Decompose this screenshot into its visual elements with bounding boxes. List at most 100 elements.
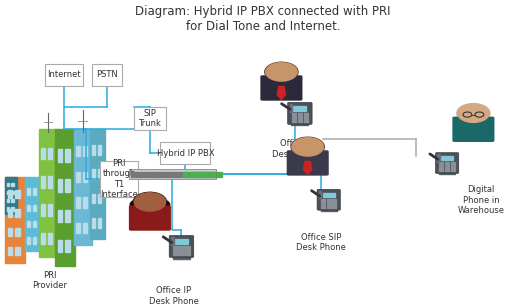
Bar <box>8 190 12 198</box>
FancyBboxPatch shape <box>169 235 194 258</box>
Bar <box>291 113 296 114</box>
Bar <box>33 188 36 195</box>
FancyBboxPatch shape <box>134 107 166 130</box>
Bar <box>92 193 96 203</box>
FancyBboxPatch shape <box>92 64 122 86</box>
Bar <box>65 149 69 162</box>
Bar <box>162 172 165 177</box>
Bar <box>209 172 213 177</box>
Bar <box>173 251 178 252</box>
Bar <box>304 113 308 114</box>
Bar <box>171 237 174 238</box>
Bar <box>171 239 174 240</box>
FancyBboxPatch shape <box>160 142 210 164</box>
Bar <box>11 207 14 211</box>
Bar <box>33 221 36 227</box>
Bar <box>189 172 195 177</box>
Bar <box>65 179 69 192</box>
Bar <box>319 192 321 193</box>
Bar <box>150 172 154 177</box>
Bar <box>186 172 189 177</box>
Bar <box>469 115 478 124</box>
Bar <box>327 204 331 205</box>
Bar <box>319 197 321 198</box>
Bar <box>445 165 449 166</box>
Bar <box>5 177 25 263</box>
Bar <box>179 246 184 248</box>
Bar <box>27 221 31 227</box>
Bar <box>76 146 80 156</box>
Bar <box>451 162 455 164</box>
FancyBboxPatch shape <box>129 169 216 179</box>
Bar <box>319 191 321 192</box>
Bar <box>170 172 173 177</box>
Bar <box>74 129 92 245</box>
Bar <box>27 205 31 211</box>
Bar <box>291 123 308 125</box>
Bar <box>438 154 440 155</box>
Text: PSTN: PSTN <box>96 70 118 79</box>
Bar <box>171 244 174 245</box>
Text: Digital
Phone in
Warehouse: Digital Phone in Warehouse <box>458 185 505 215</box>
Bar <box>451 165 455 166</box>
Text: Hybrid IP PBX: Hybrid IP PBX <box>157 148 214 158</box>
Bar <box>7 183 9 186</box>
Bar <box>321 204 325 205</box>
Bar <box>179 253 184 255</box>
Bar <box>83 172 87 182</box>
Bar <box>205 172 208 177</box>
Bar <box>8 209 12 217</box>
Bar <box>438 157 440 159</box>
Bar <box>11 199 14 203</box>
Bar <box>135 172 138 177</box>
Bar <box>92 145 96 155</box>
Bar <box>289 109 292 110</box>
Text: Internet: Internet <box>47 70 80 79</box>
Bar <box>438 155 440 157</box>
Bar <box>332 199 337 201</box>
Bar <box>58 149 62 162</box>
Circle shape <box>457 103 490 123</box>
Bar <box>8 228 12 236</box>
Bar <box>298 115 302 117</box>
Bar <box>189 172 193 177</box>
FancyBboxPatch shape <box>317 189 340 210</box>
Text: SIP
Trunk: SIP Trunk <box>138 109 161 128</box>
Bar <box>58 240 62 252</box>
Bar <box>7 191 9 194</box>
Circle shape <box>292 138 323 156</box>
Bar <box>321 209 337 211</box>
Bar <box>76 223 80 233</box>
Bar <box>217 172 222 177</box>
Text: Office SIP
Desk Phone: Office SIP Desk Phone <box>296 233 346 252</box>
Bar <box>7 199 9 203</box>
Bar <box>76 197 80 207</box>
Bar <box>327 199 331 201</box>
Bar <box>174 172 177 177</box>
Bar <box>332 204 337 205</box>
Bar <box>304 148 312 158</box>
Bar <box>319 194 321 195</box>
Bar <box>33 205 36 211</box>
Bar <box>445 169 449 171</box>
Bar <box>298 120 302 122</box>
Bar <box>166 172 169 177</box>
Text: Office IP
Desk Phone: Office IP Desk Phone <box>272 139 322 159</box>
Bar <box>178 172 181 177</box>
Bar <box>327 206 331 208</box>
Bar <box>76 172 80 182</box>
Bar <box>291 118 296 119</box>
Bar <box>173 256 190 259</box>
Bar <box>90 129 105 239</box>
Bar <box>139 172 142 177</box>
Bar <box>439 167 443 169</box>
Circle shape <box>291 137 324 157</box>
Bar <box>25 177 40 251</box>
Bar <box>294 106 306 111</box>
Bar <box>441 156 453 160</box>
Bar <box>183 172 188 177</box>
Bar <box>185 253 190 255</box>
Bar <box>5 177 17 214</box>
Bar <box>291 115 296 117</box>
FancyBboxPatch shape <box>288 102 312 125</box>
